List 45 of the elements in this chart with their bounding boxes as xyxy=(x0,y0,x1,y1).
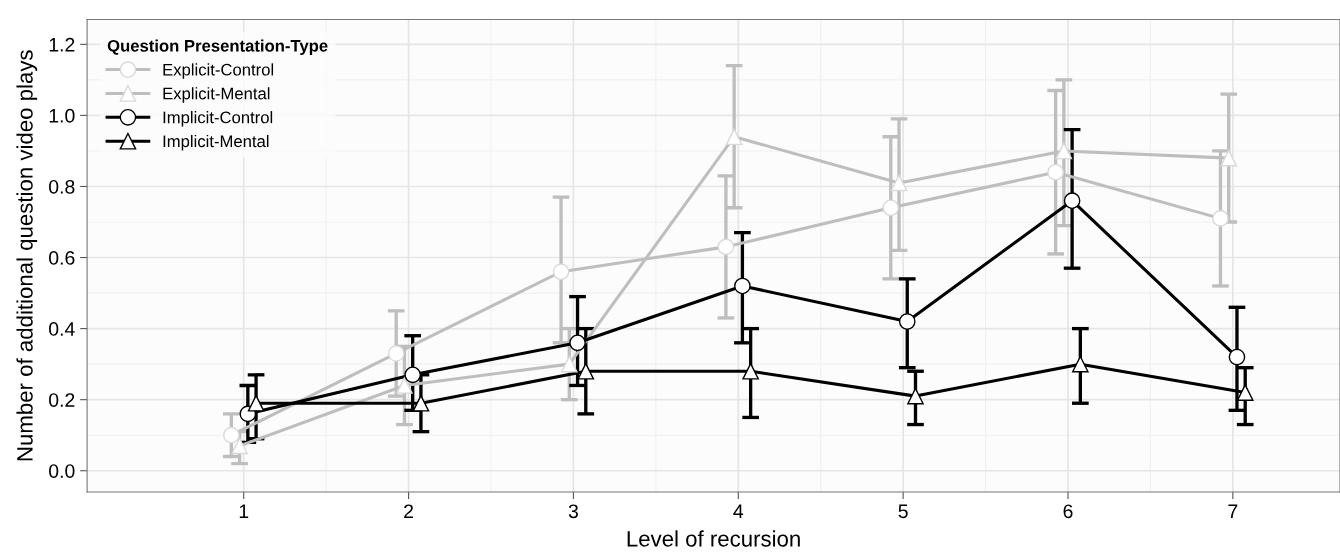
point xyxy=(898,313,916,330)
legend-label: Explicit-Control xyxy=(163,63,274,79)
point xyxy=(1236,384,1254,401)
y-tick-label: 0.0 xyxy=(49,464,75,478)
y-tick-label: 0.8 xyxy=(49,179,75,194)
x-tick-label: 4 xyxy=(733,504,744,518)
point xyxy=(890,174,908,192)
legend-title: Question Presentation-Type xyxy=(107,39,328,55)
point xyxy=(247,394,265,412)
y-tick-label: 0.2 xyxy=(49,393,75,407)
point xyxy=(1212,210,1229,227)
point xyxy=(404,366,422,384)
point xyxy=(560,355,578,373)
x-tick-label: 2 xyxy=(404,504,413,518)
point xyxy=(725,128,743,146)
x-tick-label: 1 xyxy=(239,504,249,518)
point xyxy=(882,199,900,217)
point xyxy=(223,426,240,444)
y-tick-label: 1.0 xyxy=(49,108,75,123)
legend-label: Implicit-Control xyxy=(163,111,273,127)
point xyxy=(552,263,570,281)
x-tick-label: 5 xyxy=(898,504,908,519)
x-tick-label: 3 xyxy=(568,504,578,519)
y-axis-title: Number of additional question video plays xyxy=(16,50,38,461)
point xyxy=(1047,163,1064,181)
y-tick-label: 1.2 xyxy=(49,37,75,52)
point xyxy=(734,277,751,295)
y-tick-label: 0.4 xyxy=(49,322,75,336)
point xyxy=(577,362,595,380)
legend-label: Explicit-Mental xyxy=(163,87,270,103)
point xyxy=(1228,348,1246,366)
x-tick-label: 7 xyxy=(1228,504,1238,518)
point xyxy=(717,238,735,256)
point xyxy=(1220,149,1238,167)
point xyxy=(412,394,430,412)
point xyxy=(387,345,405,362)
x-tick-label: 6 xyxy=(1063,504,1073,519)
point xyxy=(231,437,248,455)
point xyxy=(396,377,413,394)
point xyxy=(1055,142,1073,160)
point xyxy=(569,334,586,352)
x-axis-title: Level of recursion xyxy=(627,530,800,547)
point xyxy=(1063,192,1081,210)
legend-label: Implicit-Mental xyxy=(163,134,269,151)
y-tick-label: 0.6 xyxy=(49,251,75,265)
